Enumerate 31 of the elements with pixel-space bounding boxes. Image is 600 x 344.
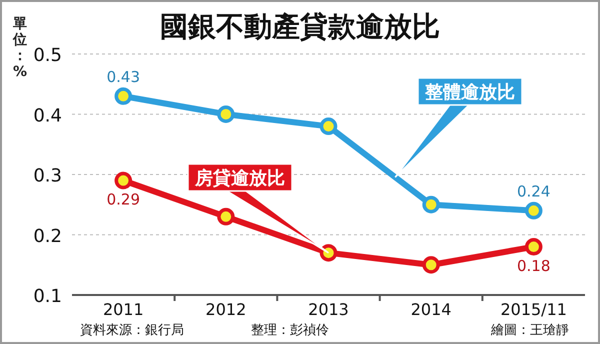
point xyxy=(422,256,440,274)
point xyxy=(217,208,235,226)
data-label: 0.24 xyxy=(516,182,550,201)
point xyxy=(217,106,235,123)
callout-box: 整體逾放比 xyxy=(394,77,523,178)
x-tick-label: 2015/11 xyxy=(500,300,567,319)
y-tick-label: 0.4 xyxy=(33,105,62,126)
y-tick-label: 0.3 xyxy=(33,166,62,186)
point xyxy=(524,238,542,256)
point xyxy=(320,118,338,136)
y-tick-label: 0.1 xyxy=(33,286,62,307)
x-tick-label: 2011 xyxy=(102,300,144,319)
y-axis-title: 單位：% xyxy=(12,16,28,80)
chart-title: 國銀不動產貸款逾放比 xyxy=(160,10,440,43)
point xyxy=(422,196,440,214)
point xyxy=(524,202,542,220)
source-note: 資料來源：銀行局 xyxy=(80,323,184,338)
y-tick-label: 0.5 xyxy=(33,45,62,66)
text: 繪圖：王瑲靜 xyxy=(490,323,569,338)
point xyxy=(320,244,338,262)
series-label: 房貸逾放比 xyxy=(194,168,285,189)
data-label: 0.43 xyxy=(106,68,140,86)
x-tick-label: 2012 xyxy=(206,300,246,319)
text: 整理：彭禎伶 xyxy=(251,323,329,338)
x-tick-label: 2014 xyxy=(410,300,452,319)
y-tick-label: 0.2 xyxy=(33,226,62,247)
point xyxy=(114,87,132,105)
data-label: 0.18 xyxy=(516,256,550,275)
x-tick-label: 2013 xyxy=(308,300,349,319)
point xyxy=(114,172,132,190)
data-label: 0.29 xyxy=(106,190,140,209)
